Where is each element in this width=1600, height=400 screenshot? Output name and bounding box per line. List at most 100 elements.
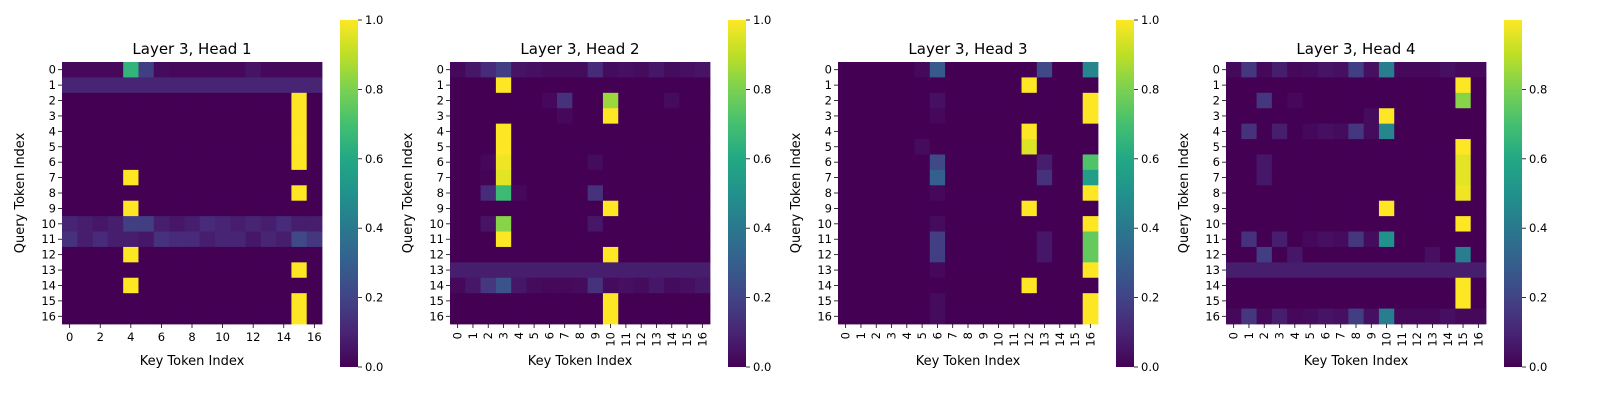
heatmap-cell xyxy=(664,108,680,125)
colorbar xyxy=(340,20,358,367)
heatmap-cell xyxy=(1036,154,1053,171)
heatmap-cell xyxy=(1317,308,1334,325)
heatmap-cell xyxy=(1226,77,1242,94)
heatmap-cell xyxy=(1470,246,1487,263)
heatmap-cell xyxy=(306,277,323,294)
heatmap-cell xyxy=(1271,185,1288,202)
heatmap-cell xyxy=(245,123,262,140)
heatmap-cell xyxy=(1302,108,1319,125)
heatmap-cell xyxy=(92,293,109,309)
heatmap-cell xyxy=(945,62,961,78)
heatmap-cell xyxy=(62,277,78,294)
y-tick-label: 0 xyxy=(49,63,56,77)
heatmap-cell xyxy=(260,185,277,202)
heatmap-cell xyxy=(138,123,155,140)
heatmap-cell xyxy=(1226,293,1242,309)
heatmap-cell xyxy=(572,139,589,155)
heatmap-cell xyxy=(838,262,854,279)
x-tick-label: 6 xyxy=(1318,332,1332,339)
heatmap-cell xyxy=(1424,293,1441,309)
x-tick-label: 16 xyxy=(695,332,709,347)
heatmap-cell xyxy=(92,77,109,94)
heatmap-cell xyxy=(214,154,231,171)
heatmap-cell xyxy=(123,277,139,294)
heatmap-cell xyxy=(291,169,308,186)
y-tick-label: 6 xyxy=(49,155,56,169)
heatmap-cell xyxy=(587,62,604,78)
heatmap-cell xyxy=(511,154,527,171)
heatmap-cell xyxy=(1006,216,1022,232)
heatmap-cell xyxy=(853,200,869,217)
heatmap-cell xyxy=(868,308,885,325)
y-tick-label: 13 xyxy=(41,263,56,277)
heatmap-cell xyxy=(945,231,961,248)
heatmap-cell xyxy=(1021,77,1038,94)
y-tick-label: 13 xyxy=(817,263,832,277)
heatmap-cell xyxy=(914,154,931,171)
heatmap-cell xyxy=(1455,293,1472,309)
heatmap-cell xyxy=(853,108,869,125)
heatmap-cell xyxy=(526,108,543,125)
heatmap-cell xyxy=(184,216,201,232)
heatmap-cell xyxy=(306,231,323,248)
heatmap-cell xyxy=(633,216,650,232)
heatmap-cell xyxy=(664,308,680,325)
heatmap-cell xyxy=(602,108,619,125)
heatmap-cell xyxy=(77,308,93,325)
heatmap-cell xyxy=(1052,92,1068,109)
heatmap-cell xyxy=(868,246,885,263)
heatmap-cell xyxy=(169,200,185,217)
heatmap-cell xyxy=(291,154,308,171)
heatmap-cell xyxy=(526,62,543,78)
heatmap-cell xyxy=(990,77,1007,94)
heatmap-cell xyxy=(169,77,185,94)
heatmap-cell xyxy=(1333,154,1349,171)
heatmap-cell xyxy=(618,246,634,263)
heatmap-cell xyxy=(572,277,589,294)
heatmap-cell xyxy=(929,62,946,78)
heatmap-cell xyxy=(868,231,885,248)
heatmap-cell xyxy=(899,92,915,109)
heatmap-cell xyxy=(1082,77,1099,94)
heatmap-cell xyxy=(838,216,854,232)
x-tick-label: 15 xyxy=(1456,332,1470,347)
heatmap-cell xyxy=(480,123,497,140)
heatmap-cell xyxy=(123,293,139,309)
y-axis-label: Query Token Index xyxy=(789,132,804,253)
heatmap-cell xyxy=(169,123,185,140)
heatmap-cell xyxy=(1082,246,1099,263)
heatmap-cell xyxy=(1333,77,1349,94)
heatmap-cell xyxy=(945,139,961,155)
heatmap-cell xyxy=(495,62,512,78)
heatmap-cell xyxy=(1394,262,1410,279)
heatmap-cell xyxy=(511,139,527,155)
heatmap-cell xyxy=(679,139,696,155)
x-tick-label: 5 xyxy=(915,332,929,339)
heatmap-cell xyxy=(1333,246,1349,263)
heatmap-cell xyxy=(853,277,869,294)
heatmap-cell xyxy=(1409,62,1426,78)
heatmap-cell xyxy=(1470,293,1487,309)
heatmap-cell xyxy=(1241,185,1257,202)
heatmap-cell xyxy=(1378,246,1395,263)
heatmap-cell xyxy=(245,246,262,263)
heatmap-cell xyxy=(1082,92,1099,109)
heatmap-cell xyxy=(214,262,231,279)
heatmap-cell xyxy=(1287,231,1303,248)
heatmap-cell xyxy=(960,62,977,78)
heatmap-cell xyxy=(1440,308,1456,325)
heatmap-cell xyxy=(1333,262,1349,279)
heatmap-cell xyxy=(1424,139,1441,155)
heatmap-cell xyxy=(450,216,466,232)
heatmap-cell xyxy=(511,231,527,248)
x-tick-label: 8 xyxy=(961,332,975,339)
heatmap-cell xyxy=(92,62,109,78)
heatmap-cell xyxy=(230,293,246,309)
heatmap-cell xyxy=(1067,123,1084,140)
y-tick-label: 0 xyxy=(1213,63,1220,77)
heatmap-cell xyxy=(1455,262,1472,279)
heatmap-cell xyxy=(1036,262,1053,279)
heatmap-cell xyxy=(230,308,246,325)
heatmap-cell xyxy=(602,262,619,279)
heatmap-cell xyxy=(260,123,277,140)
